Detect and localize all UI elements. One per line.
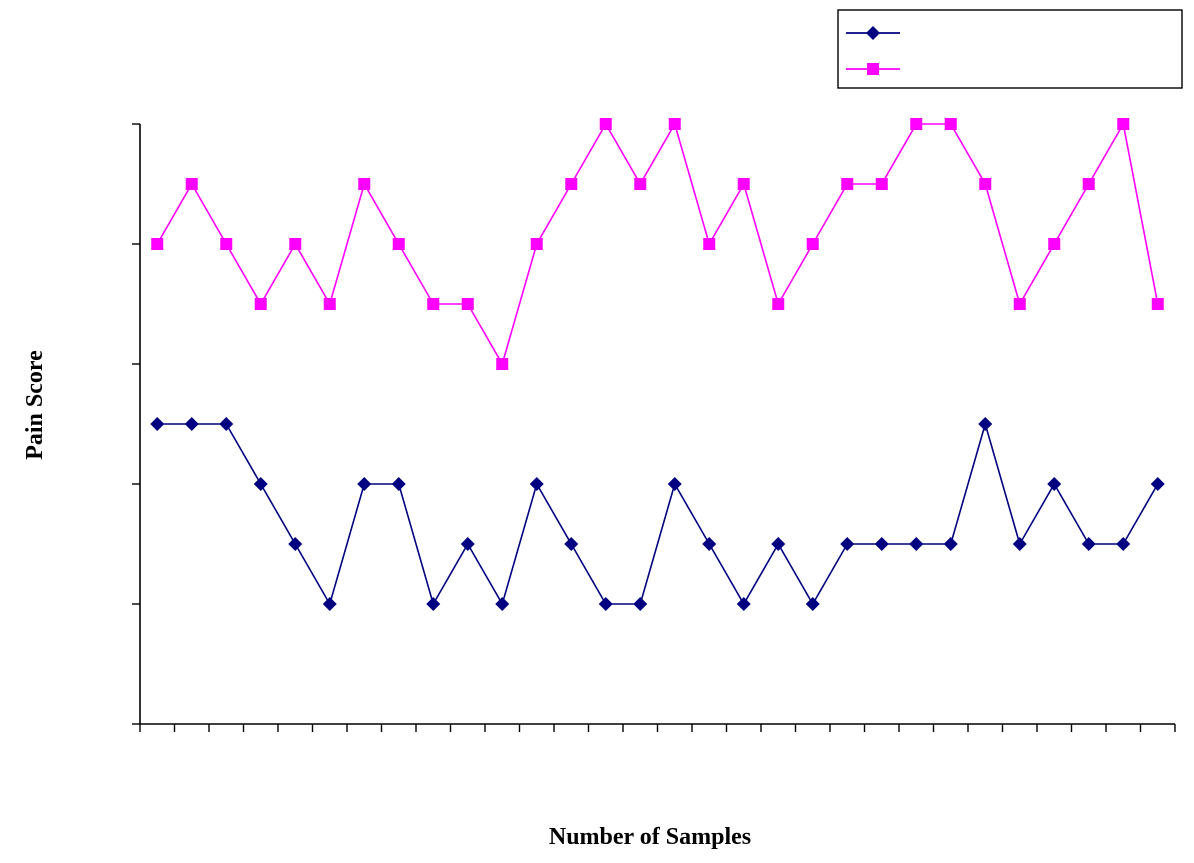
series-line-navy	[157, 421, 1159, 607]
data-point-navy	[391, 477, 406, 491]
legend-marker-magenta	[867, 63, 879, 75]
data-point-magenta	[1013, 298, 1026, 310]
data-point-magenta	[944, 118, 957, 130]
data-point-magenta	[875, 178, 888, 190]
data-point-navy	[978, 417, 993, 431]
data-point-navy	[288, 537, 303, 551]
data-point-magenta	[392, 238, 405, 250]
data-point-navy	[322, 597, 337, 611]
data-point-magenta	[254, 298, 267, 310]
y-axis-title: Pain Score	[22, 350, 48, 460]
axes	[132, 123, 1176, 732]
data-point-navy	[495, 597, 510, 611]
x-axis-title: Number of Samples	[549, 824, 751, 850]
data-point-magenta	[1117, 118, 1130, 130]
data-point-magenta	[151, 238, 164, 250]
data-point-magenta	[427, 298, 440, 310]
data-point-magenta	[530, 238, 543, 250]
data-point-navy	[633, 597, 648, 611]
data-point-magenta	[461, 298, 474, 310]
data-point-navy	[598, 597, 613, 611]
data-point-navy	[253, 477, 268, 491]
data-point-magenta	[668, 118, 681, 130]
data-point-navy	[1012, 537, 1027, 551]
data-point-navy	[771, 537, 786, 551]
data-point-magenta	[323, 298, 336, 310]
data-point-navy	[426, 597, 441, 611]
data-point-magenta	[1082, 178, 1095, 190]
data-point-magenta	[496, 358, 509, 370]
data-point-navy	[150, 417, 165, 431]
data-point-navy	[529, 477, 544, 491]
data-point-magenta	[1151, 298, 1164, 310]
data-point-navy	[909, 537, 924, 551]
series-navy	[150, 417, 1165, 611]
data-point-navy	[1081, 537, 1096, 551]
data-point-navy	[357, 477, 372, 491]
data-point-navy	[736, 597, 751, 611]
data-point-navy	[219, 417, 234, 431]
data-point-navy	[702, 537, 717, 551]
data-point-navy	[1116, 537, 1131, 551]
data-point-magenta	[634, 178, 647, 190]
data-point-navy	[184, 417, 199, 431]
data-point-navy	[564, 537, 579, 551]
data-point-navy	[1150, 477, 1165, 491]
data-point-magenta	[772, 298, 785, 310]
data-point-navy	[874, 537, 889, 551]
data-point-magenta	[1048, 238, 1061, 250]
data-point-magenta	[910, 118, 923, 130]
legend-marker-navy	[866, 26, 880, 40]
data-point-navy	[805, 597, 820, 611]
data-point-navy	[1047, 477, 1062, 491]
data-point-navy	[840, 537, 855, 551]
data-point-magenta	[806, 238, 819, 250]
data-point-magenta	[599, 118, 612, 130]
data-point-magenta	[289, 238, 302, 250]
data-point-magenta	[703, 238, 716, 250]
data-point-magenta	[737, 178, 750, 190]
data-point-navy	[460, 537, 475, 551]
data-point-magenta	[185, 178, 198, 190]
data-point-navy	[943, 537, 958, 551]
legend	[837, 9, 1183, 89]
data-point-magenta	[565, 178, 578, 190]
legend-box	[837, 9, 1183, 89]
data-point-magenta	[220, 238, 233, 250]
series-layer	[150, 118, 1165, 611]
data-point-magenta	[358, 178, 371, 190]
data-point-magenta	[979, 178, 992, 190]
data-point-magenta	[841, 178, 854, 190]
series-line-magenta	[156, 121, 1159, 367]
data-point-navy	[667, 477, 682, 491]
series-magenta	[151, 118, 1164, 370]
